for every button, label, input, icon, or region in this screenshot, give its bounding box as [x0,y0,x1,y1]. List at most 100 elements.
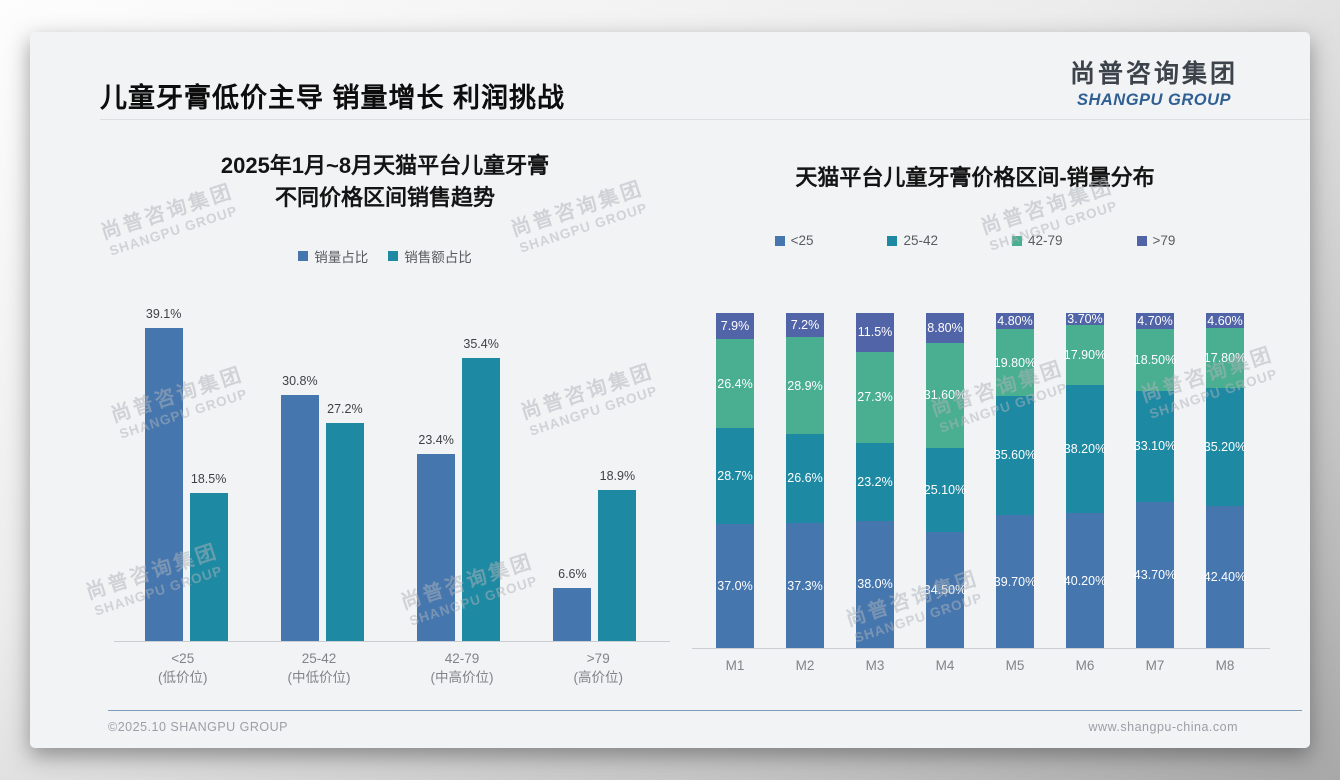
segment-value-label: 19.80% [993,355,1037,370]
segment-value-label: 25.10% [923,483,967,498]
left-chart-legend: 销量占比 销售额占比 [105,246,665,266]
stacked-bar: 37.0% 28.7% 26.4% 7.9% [716,313,754,648]
company-logo: 尚普咨询集团 SHANGPU GROUP [1070,54,1238,110]
x-axis-label-tier: (低价位) [158,670,208,685]
x-axis-label: M7 [1145,658,1165,673]
right-chart-title: 天猫平台儿童牙膏价格区间-销量分布 [795,165,1155,190]
stacked-bar-segment: 35.60% [993,395,1037,516]
segment-value-label: 35.60% [993,448,1037,463]
legend-swatch-icon [774,235,785,246]
stacked-bar-segment: 26.6% [786,433,824,524]
segment-value-label: 17.90% [1063,348,1107,363]
stacked-bar-segment: 25.10% [923,448,967,533]
footer-divider [108,710,1302,711]
segment-value-label: 37.3% [787,578,823,593]
left-chart-title-line2: 不同价格区间销售趋势 [274,185,495,210]
segment-value-label: 42.40% [1203,569,1247,584]
stacked-bar-segment: 7.2% [786,313,824,338]
stacked-bar-segment: 8.80% [926,313,964,343]
segment-value-label: 27.3% [857,390,893,405]
x-axis-label: <25 (低价位) [158,649,208,687]
segment-value-label: 31.60% [923,388,967,403]
segment-value-label: 35.20% [1203,440,1247,455]
stacked-bar-segment: 31.60% [923,342,967,449]
title-divider [100,119,1310,120]
legend-swatch-icon [1012,235,1022,246]
segment-value-label: 38.20% [1063,442,1107,457]
right-chart-legend: <25 25-42 42-79 >79 [680,233,1270,248]
stacked-bar-segment: 37.0% [716,524,754,648]
legend-item: <25 [774,233,814,248]
x-axis-label: M6 [1075,658,1095,673]
bar-group: 39.1% 18.5% [144,307,228,641]
legend-item: 销量占比 [298,246,368,266]
right-chart-x-labels: M1 M2 M3 M4 M5 M6 M7 M8 [700,656,1260,675]
bar-group: 23.4% 35.4% [417,337,501,641]
stacked-bar-segment: 39.70% [994,515,1036,648]
legend-swatch-icon [298,251,309,261]
stacked-bar-segment: 4.60% [1206,313,1244,329]
logo-english-name: SHANGPU GROUP [1076,91,1232,109]
bar: 23.4% [417,433,456,641]
bar: 39.1% [144,307,183,641]
segment-value-label: 34.50% [923,583,967,598]
stacked-bar-segment: 19.80% [993,329,1037,396]
segment-value-label: 7.9% [720,319,750,334]
segment-value-label: 28.7% [717,468,753,483]
x-axis-label: M5 [1005,658,1025,673]
bar-value-label: 30.8% [282,373,318,388]
x-axis-label: 42-79 (中高价位) [431,649,494,687]
stacked-bar-segment: 34.50% [923,532,967,648]
x-axis-label: >79 (高价位) [574,649,624,687]
legend-swatch-icon [887,235,898,246]
logo-chinese-name: 尚普咨询集团 [1069,60,1238,88]
stacked-bar-segment: 23.2% [856,442,894,521]
x-axis-label: M2 [795,658,815,673]
stacked-bar: 42.40% 35.20% 17.80% 4.60% [1203,313,1247,648]
bar: 30.8% [280,374,319,641]
grouped-bar-chart: 39.1% 18.5% 30.8% 27.2% 23.4% 35.4% 6.6% 18.9% [118,307,663,641]
stacked-bar-segment: 3.70% [1066,312,1104,326]
stacked-bar: 39.70% 35.60% 19.80% 4.80% [993,313,1037,648]
stacked-bar-segment: 35.20% [1203,388,1247,506]
legend-item: 42-79 [1012,233,1063,248]
stacked-bar-segment: 27.3% [856,351,894,443]
segment-value-label: 40.20% [1063,573,1107,588]
segment-value-label: 33.10% [1133,439,1177,454]
stacked-bar-chart: 37.0% 28.7% 26.4% 7.9% 37.3% 26.6% 28.9% 7.2% 38… [700,312,1260,648]
x-axis-label: 25-42 (中低价位) [288,649,351,687]
segment-value-label: 17.80% [1203,351,1247,366]
bar-group: 30.8% 27.2% [280,374,364,641]
legend-item: 销售额占比 [388,246,472,266]
footer-website: www.shangpu-china.com [1088,720,1238,734]
segment-value-label: 4.80% [997,314,1033,329]
stacked-bar-segment: 28.9% [786,337,824,434]
right-chart-x-axis [692,648,1270,649]
stacked-bar-segment: 42.40% [1203,505,1247,648]
stacked-bar: 34.50% 25.10% 31.60% 8.80% [923,313,967,648]
slide-card: 儿童牙膏低价主导 销量增长 利润挑战 尚普咨询集团 SHANGPU GROUP … [30,32,1310,748]
legend-item: 25-42 [887,233,938,248]
stacked-bar-segment: 7.9% [716,313,754,340]
legend-label: >79 [1152,233,1176,248]
stacked-bar-segment: 38.0% [856,520,894,648]
stacked-bar-segment: 40.20% [1063,513,1107,648]
x-axis-label: M4 [935,658,955,673]
legend-label: <25 [790,233,814,248]
stacked-bar-segment: 28.7% [716,427,754,525]
x-axis-label-range: <25 [171,651,195,666]
bar: 18.5% [189,472,228,641]
bar-value-label: 35.4% [463,336,499,351]
x-axis-label: M1 [725,658,745,673]
stacked-bar-segment: 18.50% [1133,328,1177,391]
x-axis-label-range: 42-79 [444,651,480,666]
bar-group: 6.6% 18.9% [553,469,637,641]
stacked-bar-segment: 26.4% [716,339,754,428]
segment-value-label: 4.70% [1137,313,1173,328]
stacked-bar-segment: 4.70% [1136,313,1174,329]
footer-copyright: ©2025.10 SHANGPU GROUP [108,720,288,734]
bar: 6.6% [553,567,592,641]
segment-value-label: 18.50% [1133,352,1177,367]
legend-swatch-icon [388,251,399,261]
